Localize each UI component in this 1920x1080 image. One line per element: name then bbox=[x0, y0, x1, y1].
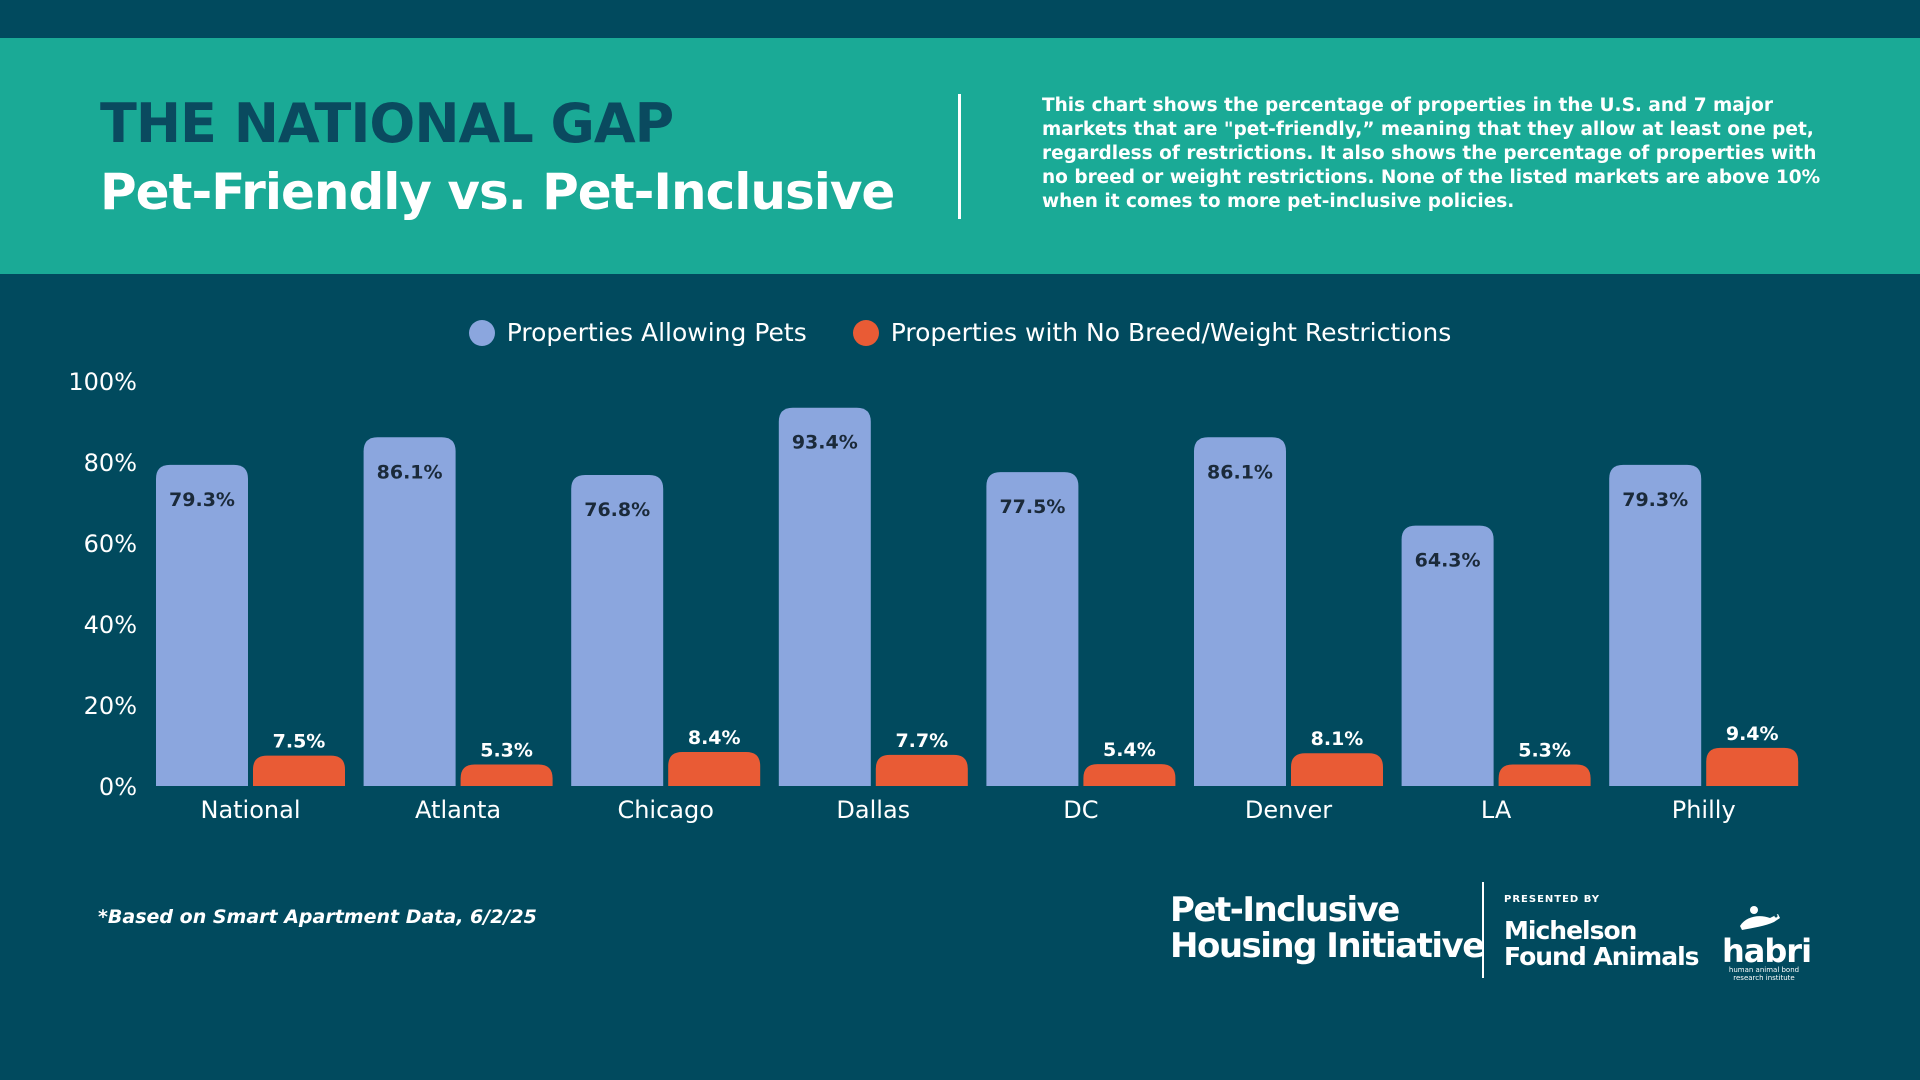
legend-label: Properties with No Breed/Weight Restrict… bbox=[890, 318, 1452, 347]
bar-no-restrictions bbox=[875, 754, 968, 786]
x-tick-label: Chicago bbox=[617, 796, 713, 824]
bar-allowing-pets bbox=[363, 437, 456, 786]
data-label: 79.3% bbox=[1622, 489, 1688, 511]
bar-no-restrictions bbox=[668, 751, 761, 786]
y-tick-label: 80% bbox=[84, 449, 137, 477]
page-title: THE NATIONAL GAP bbox=[100, 92, 674, 155]
data-label: 7.7% bbox=[895, 730, 948, 752]
bar-no-restrictions bbox=[1083, 764, 1176, 786]
bar-allowing-pets bbox=[1401, 525, 1494, 786]
bar-allowing-pets bbox=[1194, 437, 1286, 786]
header-description: This chart shows the percentage of prope… bbox=[1042, 95, 1821, 212]
data-label: 8.1% bbox=[1311, 728, 1364, 750]
habri-logo: habri bbox=[1722, 932, 1812, 970]
logo-line: Found Animals bbox=[1504, 942, 1700, 971]
logo-line: Housing Initiative bbox=[1170, 926, 1485, 966]
y-tick-label: 40% bbox=[84, 611, 137, 639]
bar-no-restrictions bbox=[1498, 764, 1591, 786]
data-label: 77.5% bbox=[999, 496, 1065, 518]
bar-no-restrictions bbox=[460, 764, 553, 786]
bar-allowing-pets bbox=[156, 464, 248, 786]
y-tick-label: 0% bbox=[99, 773, 137, 801]
footnote: *Based on Smart Apartment Data, 6/2/25 bbox=[98, 906, 537, 928]
x-tick-label: National bbox=[200, 796, 300, 824]
legend-swatch-allowing-pets bbox=[468, 319, 495, 346]
bar-allowing-pets bbox=[986, 472, 1079, 786]
x-tick-label: Denver bbox=[1245, 796, 1332, 824]
logo-divider bbox=[1482, 882, 1484, 978]
bar-allowing-pets bbox=[1609, 464, 1702, 786]
x-tick-label: Philly bbox=[1672, 796, 1736, 824]
habri-dog-icon bbox=[1740, 906, 1780, 930]
bar-no-restrictions bbox=[1706, 747, 1799, 786]
data-label: 8.4% bbox=[688, 727, 741, 749]
y-tick-label: 60% bbox=[84, 530, 137, 558]
bar-allowing-pets bbox=[571, 474, 664, 786]
pet-inclusive-housing-logo: Pet-Inclusive Housing Initiative bbox=[1170, 890, 1485, 966]
page-subtitle: Pet-Friendly vs. Pet-Inclusive bbox=[100, 163, 895, 221]
legend-item-no-restrictions: Properties with No Breed/Weight Restrict… bbox=[852, 318, 1452, 347]
y-tick-label: 20% bbox=[84, 692, 137, 720]
data-label: 93.4% bbox=[792, 432, 858, 454]
y-tick-label: 100% bbox=[68, 368, 137, 396]
data-label: 64.3% bbox=[1415, 550, 1481, 572]
data-label: 86.1% bbox=[1207, 461, 1273, 483]
data-label: 5.3% bbox=[1518, 740, 1571, 762]
bar-no-restrictions bbox=[1291, 753, 1383, 786]
legend-item-allowing-pets: Properties Allowing Pets bbox=[468, 318, 807, 347]
data-label: 76.8% bbox=[584, 499, 650, 521]
habri-tagline: human animal bond research institute bbox=[1728, 966, 1800, 982]
data-label: 7.5% bbox=[273, 731, 326, 753]
x-tick-label: Atlanta bbox=[415, 796, 501, 824]
x-tick-label: DC bbox=[1063, 796, 1098, 824]
header-divider bbox=[958, 94, 961, 219]
presented-by-label: PRESENTED BY bbox=[1504, 894, 1601, 905]
logo-line: Pet-Inclusive bbox=[1170, 890, 1400, 930]
data-label: 5.4% bbox=[1103, 739, 1156, 761]
data-label: 86.1% bbox=[377, 461, 443, 483]
data-label: 9.4% bbox=[1726, 723, 1779, 745]
x-tick-label: LA bbox=[1481, 796, 1512, 824]
chart-legend: Properties Allowing Pets Properties with… bbox=[0, 318, 1920, 347]
data-label: 5.3% bbox=[480, 740, 533, 762]
bar-allowing-pets bbox=[778, 407, 871, 786]
legend-label: Properties Allowing Pets bbox=[506, 318, 807, 347]
bar-no-restrictions bbox=[253, 755, 345, 786]
logo-line: Michelson bbox=[1504, 916, 1637, 945]
michelson-found-animals-logo: Michelson Found Animals bbox=[1504, 916, 1700, 971]
legend-swatch-no-restrictions bbox=[852, 319, 879, 346]
data-label: 79.3% bbox=[169, 489, 235, 511]
x-tick-label: Dallas bbox=[836, 796, 910, 824]
